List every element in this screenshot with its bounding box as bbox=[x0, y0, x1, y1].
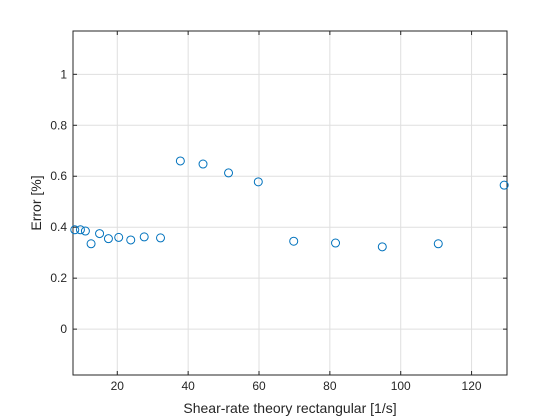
data-point bbox=[433, 239, 443, 249]
x-tick-label: 120 bbox=[462, 379, 482, 393]
data-point bbox=[80, 226, 90, 236]
data-point bbox=[253, 177, 263, 187]
data-point bbox=[331, 238, 341, 248]
data-point bbox=[86, 239, 96, 249]
y-axis-label: Error [%] bbox=[28, 175, 44, 230]
data-point bbox=[198, 159, 208, 169]
grid-lines bbox=[73, 31, 507, 375]
x-tick-label: 80 bbox=[323, 379, 337, 393]
y-tick-label: 0 bbox=[60, 322, 67, 336]
data-point bbox=[70, 225, 80, 235]
data-point bbox=[224, 168, 234, 178]
y-tick-label: 0.8 bbox=[50, 118, 67, 132]
x-tick-label: 20 bbox=[111, 379, 125, 393]
data-point bbox=[156, 233, 166, 243]
data-point bbox=[175, 156, 185, 166]
y-tick-label: 0.4 bbox=[50, 220, 67, 234]
y-tick-label: 1 bbox=[60, 67, 67, 81]
data-point bbox=[103, 234, 113, 244]
x-tick-label: 100 bbox=[391, 379, 411, 393]
data-point bbox=[139, 232, 149, 242]
y-tick-label: 0.2 bbox=[50, 271, 67, 285]
data-point bbox=[126, 235, 136, 245]
data-point bbox=[377, 242, 387, 252]
data-point bbox=[499, 180, 509, 190]
data-point bbox=[75, 225, 85, 235]
data-points bbox=[70, 156, 509, 252]
y-tick-label: 0.6 bbox=[50, 169, 67, 183]
data-point bbox=[114, 232, 124, 242]
x-axis-label: Shear-rate theory rectangular [1/s] bbox=[183, 400, 396, 416]
axis-ticks: 20 40 60 80 100 120 0 0.2 0.4 0.6 0.8 1 bbox=[50, 31, 507, 393]
plot-area-frame bbox=[72, 30, 508, 376]
x-tick-label: 60 bbox=[252, 379, 266, 393]
x-tick-label: 40 bbox=[181, 379, 195, 393]
data-point bbox=[289, 236, 299, 246]
data-point bbox=[95, 229, 105, 239]
